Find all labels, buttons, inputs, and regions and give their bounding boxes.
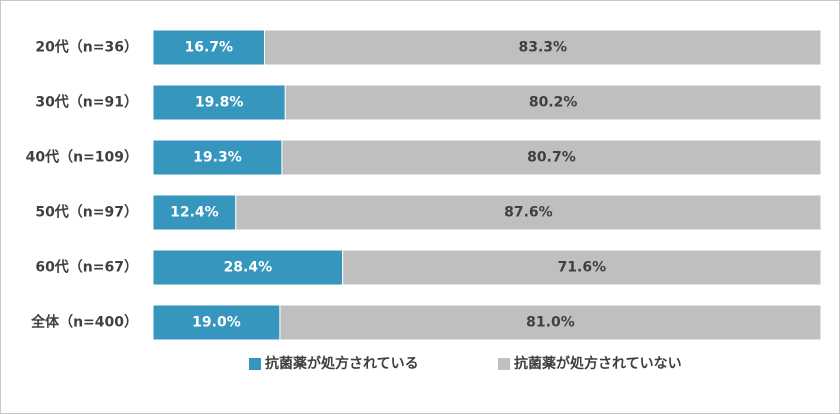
data-label-not-prescribed: 80.2% (529, 95, 578, 111)
bar-not-prescribed (281, 139, 822, 176)
category-label: 40代（n=109） (26, 149, 138, 166)
data-label-not-prescribed: 81.0% (526, 315, 575, 331)
data-label-not-prescribed: 71.6% (558, 260, 607, 276)
legend-swatch-not-prescribed (498, 358, 510, 370)
bar-not-prescribed (235, 194, 822, 231)
category-label: 60代（n=67） (35, 259, 138, 276)
bar-prescribed (152, 194, 237, 231)
bar-not-prescribed (264, 29, 822, 66)
bar-prescribed (152, 139, 283, 176)
data-label-prescribed: 28.4% (224, 260, 273, 276)
data-label-prescribed: 19.0% (192, 315, 241, 331)
legend-swatch-prescribed (249, 358, 261, 370)
data-label-prescribed: 16.7% (184, 40, 233, 56)
category-label: 全体（n=400） (30, 314, 138, 331)
data-label-prescribed: 12.4% (170, 205, 219, 221)
bar-prescribed (152, 29, 266, 66)
legend-label-not-prescribed: 抗菌薬が処方されていない (514, 355, 682, 372)
data-label-not-prescribed: 83.3% (518, 40, 567, 56)
category-label: 50代（n=97） (35, 204, 138, 221)
data-label-not-prescribed: 87.6% (504, 205, 553, 221)
bar-prescribed (152, 304, 281, 341)
data-label-prescribed: 19.8% (195, 95, 244, 111)
data-label-not-prescribed: 80.7% (527, 150, 576, 166)
bar-not-prescribed (284, 84, 822, 121)
legend-label-prescribed: 抗菌薬が処方されている (265, 355, 419, 372)
data-label-prescribed: 19.3% (193, 150, 242, 166)
bar-prescribed (152, 249, 344, 286)
category-label: 20代（n=36） (35, 39, 138, 56)
bar-not-prescribed (342, 249, 822, 286)
category-label: 30代（n=91） (35, 94, 138, 111)
bar-not-prescribed (279, 304, 822, 341)
